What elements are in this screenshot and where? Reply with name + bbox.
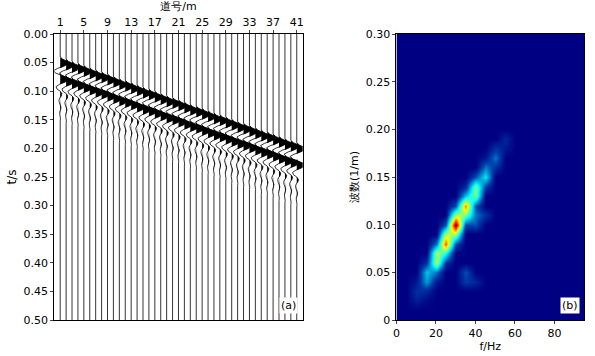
svg-text:0.25: 0.25 bbox=[366, 76, 391, 89]
svg-text:0.00: 0.00 bbox=[24, 28, 49, 41]
svg-text:0.15: 0.15 bbox=[366, 171, 391, 184]
svg-text:道号/m: 道号/m bbox=[160, 0, 196, 13]
svg-text:0.10: 0.10 bbox=[24, 85, 49, 98]
svg-text:37: 37 bbox=[266, 16, 280, 29]
svg-text:0.40: 0.40 bbox=[24, 257, 49, 270]
svg-text:0.30: 0.30 bbox=[366, 28, 391, 41]
svg-text:0.05: 0.05 bbox=[24, 56, 49, 69]
svg-text:波数(1/m): 波数(1/m) bbox=[348, 151, 361, 203]
svg-text:40: 40 bbox=[468, 327, 482, 340]
svg-text:5: 5 bbox=[80, 16, 87, 29]
svg-text:0.45: 0.45 bbox=[24, 285, 49, 298]
svg-text:33: 33 bbox=[242, 16, 256, 29]
svg-text:1: 1 bbox=[57, 16, 64, 29]
svg-text:29: 29 bbox=[219, 16, 233, 29]
svg-text:0.20: 0.20 bbox=[366, 123, 391, 136]
svg-text:t/s: t/s bbox=[5, 170, 19, 185]
svg-text:0.50: 0.50 bbox=[24, 314, 49, 327]
svg-text:0.20: 0.20 bbox=[24, 142, 49, 155]
svg-text:(a): (a) bbox=[281, 299, 296, 312]
svg-text:80: 80 bbox=[547, 327, 561, 340]
svg-text:0.30: 0.30 bbox=[24, 199, 49, 212]
svg-text:0: 0 bbox=[393, 327, 400, 340]
svg-text:17: 17 bbox=[148, 16, 162, 29]
svg-text:0: 0 bbox=[383, 314, 390, 327]
svg-text:21: 21 bbox=[171, 16, 185, 29]
svg-text:(b): (b) bbox=[562, 299, 578, 312]
svg-text:25: 25 bbox=[195, 16, 209, 29]
svg-text:41: 41 bbox=[290, 16, 304, 29]
svg-text:20: 20 bbox=[429, 327, 443, 340]
svg-text:60: 60 bbox=[508, 327, 522, 340]
svg-text:f/Hz: f/Hz bbox=[479, 340, 501, 353]
svg-text:0.05: 0.05 bbox=[366, 266, 391, 279]
svg-text:0.25: 0.25 bbox=[24, 171, 49, 184]
svg-text:0.10: 0.10 bbox=[366, 219, 391, 232]
svg-text:0.35: 0.35 bbox=[24, 228, 49, 241]
svg-text:0.15: 0.15 bbox=[24, 114, 49, 127]
svg-text:9: 9 bbox=[104, 16, 111, 29]
svg-text:13: 13 bbox=[124, 16, 138, 29]
